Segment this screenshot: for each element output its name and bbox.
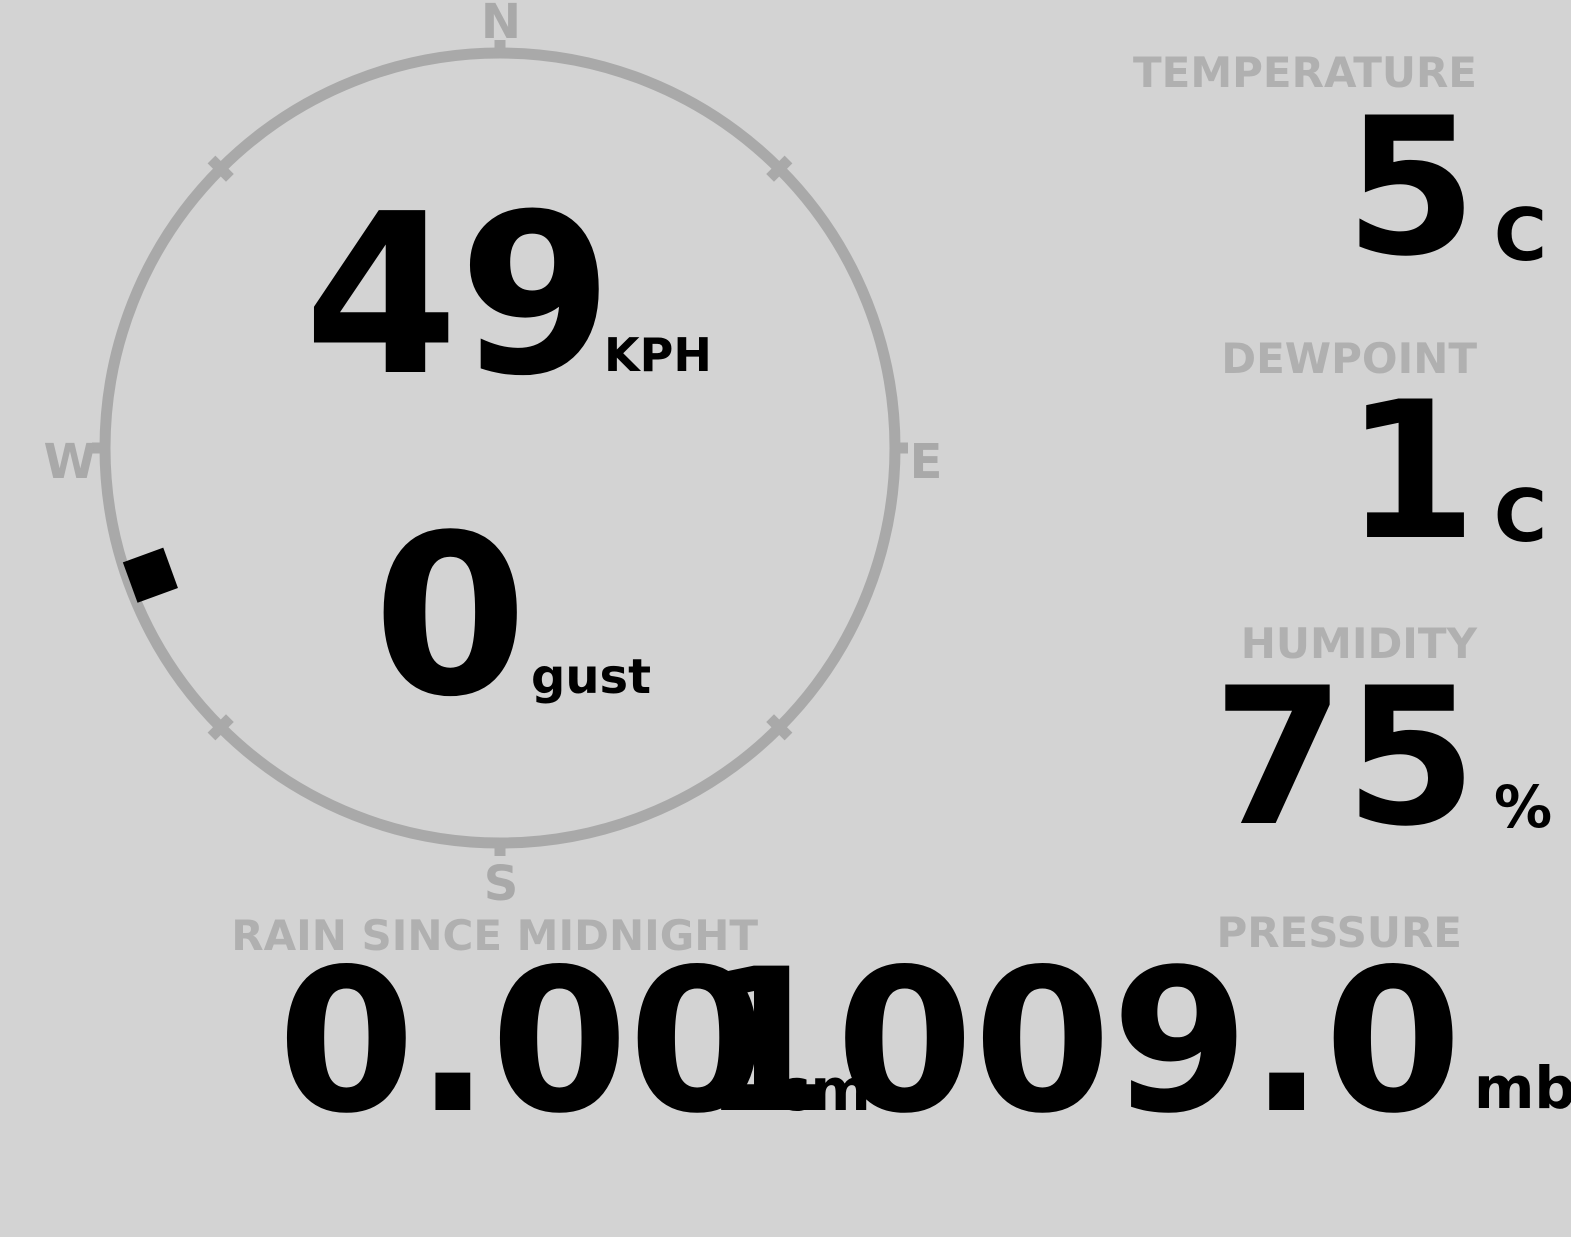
tick-northwest: [207, 155, 234, 182]
wind-direction-marker: [122, 547, 178, 603]
rain-label: RAIN SINCE MIDNIGHT: [231, 911, 758, 960]
cardinal-south-label: S: [484, 856, 519, 912]
dewpoint-value: 1: [1345, 361, 1477, 582]
tick-southwest: [207, 714, 234, 741]
wind-gust-unit: gust: [531, 649, 651, 705]
temperature-metric: TEMPERATURE 5 C: [1133, 48, 1547, 298]
dewpoint-label: DEWPOINT: [1221, 334, 1477, 383]
wind-speed-value: 49: [304, 167, 613, 425]
wind-gust-value: 0: [373, 488, 527, 746]
tick-northeast: [766, 155, 793, 182]
rain-unit: cm: [776, 1056, 871, 1124]
dewpoint-metric: DEWPOINT 1 C: [1221, 334, 1547, 582]
pressure-unit: mb: [1474, 1054, 1571, 1122]
rain-metric: RAIN SINCE MIDNIGHT 0.00 cm: [231, 911, 871, 1157]
cardinal-north-label: N: [481, 0, 521, 50]
compass-ticks: [92, 40, 908, 856]
tick-southeast: [766, 714, 793, 741]
temperature-value: 5: [1345, 77, 1477, 298]
temperature-unit: C: [1494, 193, 1547, 277]
cardinal-west-label: W: [44, 434, 97, 490]
pressure-value: 1009.0: [698, 926, 1462, 1157]
pressure-label: PRESSURE: [1216, 908, 1462, 957]
rain-value: 0.00: [277, 926, 766, 1157]
humidity-value: 75: [1213, 647, 1477, 868]
wind-speed-unit: KPH: [604, 328, 712, 382]
cardinal-east-label: E: [910, 434, 943, 490]
temperature-label: TEMPERATURE: [1133, 48, 1477, 97]
dewpoint-unit: C: [1494, 474, 1547, 558]
pressure-metric: PRESSURE 1009.0 mb: [698, 908, 1571, 1157]
humidity-label: HUMIDITY: [1241, 619, 1478, 668]
humidity-metric: HUMIDITY 75 %: [1213, 619, 1553, 868]
humidity-unit: %: [1494, 773, 1552, 841]
wind-compass-gauge: N E S W 49 KPH 0 gust: [44, 0, 943, 912]
